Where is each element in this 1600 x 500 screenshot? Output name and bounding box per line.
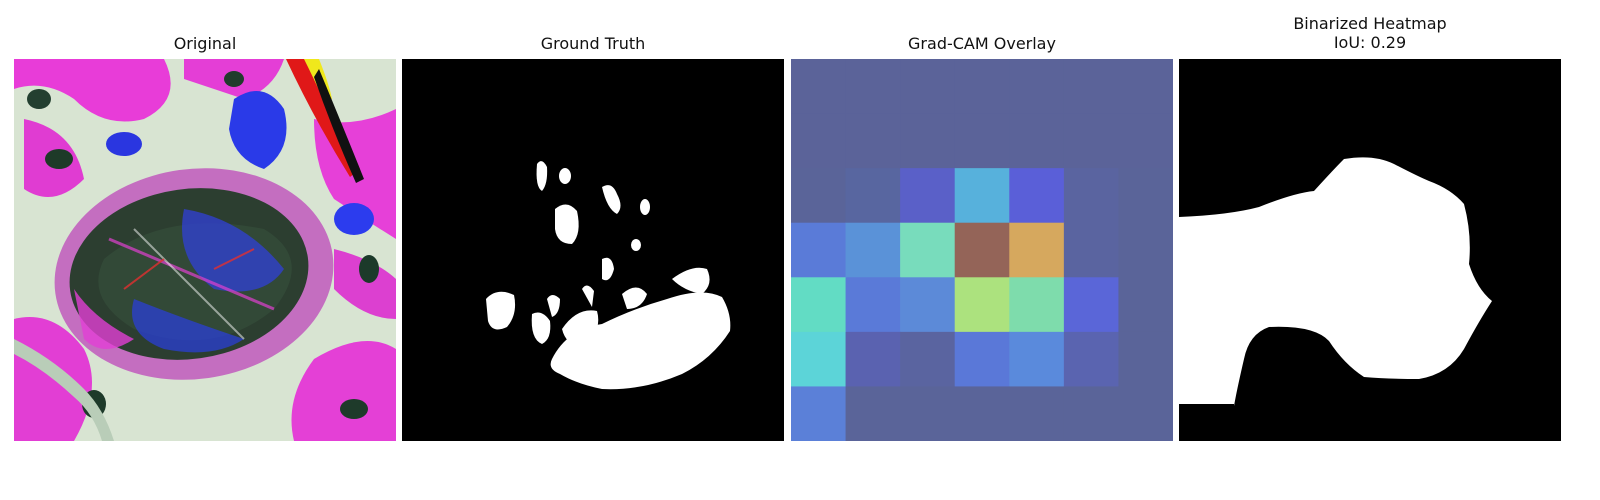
gradcam-cell — [1009, 332, 1064, 387]
gradcam-cell — [1064, 114, 1119, 169]
gradcam-cell — [1009, 223, 1064, 278]
ground-truth-mask — [402, 59, 784, 441]
binarized-heatmap-mask — [1179, 59, 1561, 441]
gradcam-cell — [791, 114, 846, 169]
original-leaf-image — [14, 59, 396, 441]
gradcam-cell — [791, 386, 846, 441]
panel-gradcam-overlay: Grad-CAM Overlay — [791, 0, 1173, 500]
gradcam-cell — [900, 114, 955, 169]
gradcam-cell — [900, 277, 955, 332]
gradcam-cell — [1118, 59, 1173, 114]
panel-ground-truth: Ground Truth — [402, 0, 784, 500]
panel-title-ground-truth: Ground Truth — [402, 34, 784, 53]
gradcam-cell — [1118, 386, 1173, 441]
gradcam-cell — [900, 168, 955, 223]
gradcam-cell — [846, 277, 901, 332]
gradcam-cell — [955, 59, 1010, 114]
gradcam-cell — [955, 386, 1010, 441]
gradcam-cell — [846, 114, 901, 169]
gradcam-cell — [791, 277, 846, 332]
gradcam-cell — [1118, 114, 1173, 169]
gradcam-cell — [955, 223, 1010, 278]
gradcam-cell — [1064, 223, 1119, 278]
gradcam-cell — [1118, 223, 1173, 278]
gradcam-cell — [791, 168, 846, 223]
gradcam-cell — [1064, 168, 1119, 223]
panel-binarized-heatmap: Binarized Heatmap IoU: 0.29 — [1179, 0, 1561, 500]
gradcam-cell — [1064, 277, 1119, 332]
gradcam-overlay-image — [791, 59, 1173, 441]
gradcam-cell — [846, 59, 901, 114]
gradcam-cell — [791, 223, 846, 278]
gradcam-cell — [1009, 114, 1064, 169]
gradcam-cell — [955, 332, 1010, 387]
gradcam-cell — [1064, 332, 1119, 387]
gradcam-cell — [900, 59, 955, 114]
gradcam-cell — [1064, 59, 1119, 114]
panel-title-original: Original — [14, 34, 396, 53]
panel-original: Original — [14, 0, 396, 500]
gradcam-cell — [955, 168, 1010, 223]
gradcam-cell — [846, 168, 901, 223]
gradcam-cell — [1009, 386, 1064, 441]
gradcam-cell — [791, 59, 846, 114]
gradcam-cell — [846, 223, 901, 278]
gradcam-cell — [1118, 168, 1173, 223]
gradcam-cell — [1118, 332, 1173, 387]
gradcam-cell — [791, 332, 846, 387]
gradcam-cell — [900, 332, 955, 387]
gradcam-cell — [900, 386, 955, 441]
gradcam-cell — [900, 223, 955, 278]
gradcam-cell — [1009, 168, 1064, 223]
gradcam-cell — [955, 277, 1010, 332]
panel-title-gradcam-overlay: Grad-CAM Overlay — [791, 34, 1173, 53]
gradcam-cell — [1009, 277, 1064, 332]
gradcam-cell — [846, 332, 901, 387]
gradcam-cell — [1064, 386, 1119, 441]
panel-title-binarized-heatmap: Binarized Heatmap IoU: 0.29 — [1179, 14, 1561, 52]
gradcam-cell — [1009, 59, 1064, 114]
gradcam-cell — [1118, 277, 1173, 332]
gradcam-cell — [846, 386, 901, 441]
gradcam-cell — [955, 114, 1010, 169]
